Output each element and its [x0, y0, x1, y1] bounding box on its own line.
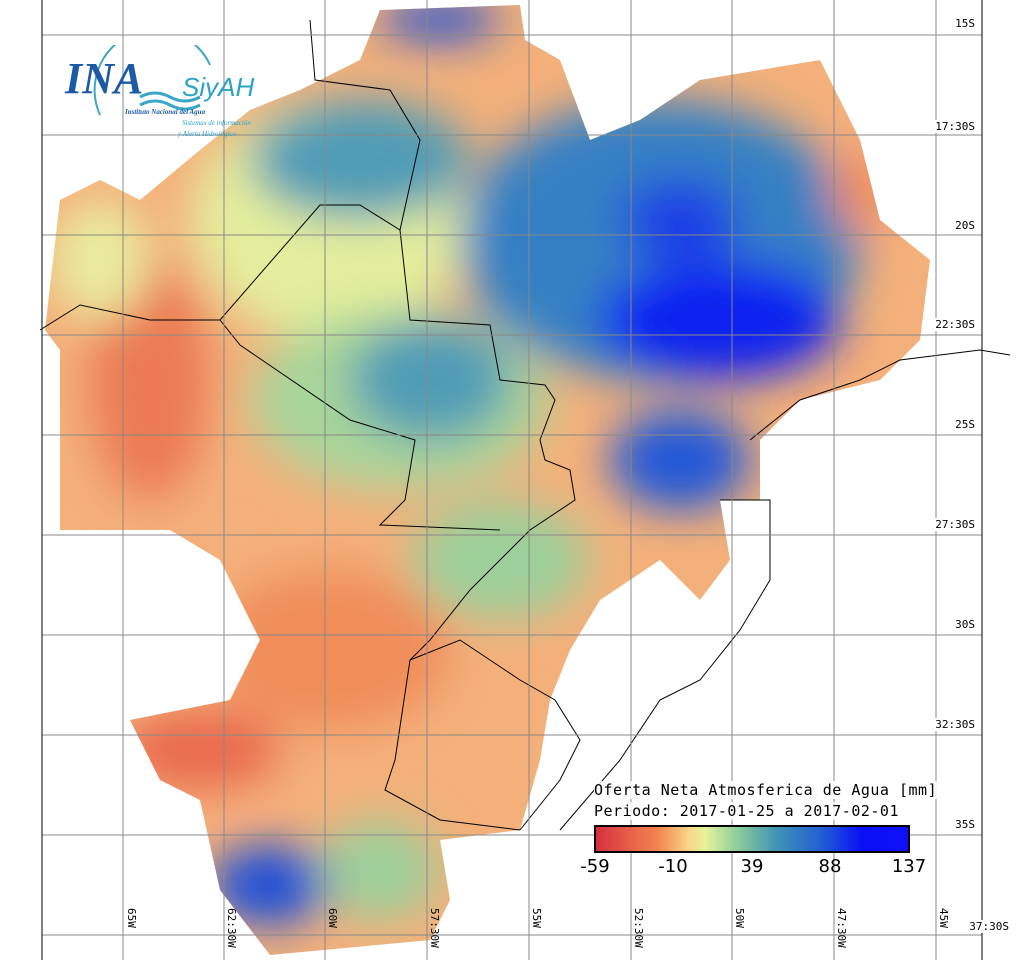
lat-label: 37:30S — [968, 920, 1010, 933]
lon-label: 65W — [125, 908, 138, 928]
lon-label: 45W — [937, 908, 950, 928]
lat-label: 25S — [954, 418, 976, 431]
scale-tick: -59 — [580, 856, 610, 877]
scale-tick: 137 — [891, 856, 927, 877]
lat-label: 30S — [954, 618, 976, 631]
lat-label: 20S — [954, 219, 976, 232]
graticule — [42, 0, 982, 960]
lon-label: 52:30W — [632, 908, 645, 948]
logo-subtitle-2: y Alerta Hidrológico — [178, 130, 236, 138]
lat-label: 35S — [954, 818, 976, 831]
lon-label: 50W — [733, 908, 746, 928]
logo-siyah-text: SiyAH — [182, 72, 255, 102]
scale-tick: 88 — [818, 856, 842, 877]
logo-institute-text: Instituto Nacional del Agua — [125, 108, 206, 116]
lon-label: 60W — [326, 908, 339, 928]
legend-title: Oferta Neta Atmosferica de Agua [mm] — [594, 781, 938, 799]
lat-label: 15S — [954, 17, 976, 30]
lat-label: 22:30S — [934, 318, 976, 331]
frame-ticks — [41, 0, 983, 960]
lat-label: 27:30S — [934, 518, 976, 531]
ina-siyah-logo: INA SiyAH Instituto Nacional del Agua Si… — [60, 28, 270, 145]
scale-tick: 39 — [740, 856, 764, 877]
lat-label: 32:30S — [934, 718, 976, 731]
country-borders — [39, 19, 1011, 831]
lon-label: 62:30W — [225, 908, 238, 948]
color-scale-bar — [594, 825, 910, 853]
scale-tick: -10 — [658, 856, 688, 877]
lon-label: 47:30W — [835, 908, 848, 948]
logo-subtitle-1: Sistemas de información — [182, 119, 251, 127]
logo-ina-text: INA — [65, 54, 144, 103]
legend-period: Periodo: 2017-01-25 a 2017-02-01 — [594, 802, 899, 820]
lon-label: 57:30W — [428, 908, 441, 948]
lat-label: 17:30S — [934, 120, 976, 133]
lon-label: 55W — [530, 908, 543, 928]
